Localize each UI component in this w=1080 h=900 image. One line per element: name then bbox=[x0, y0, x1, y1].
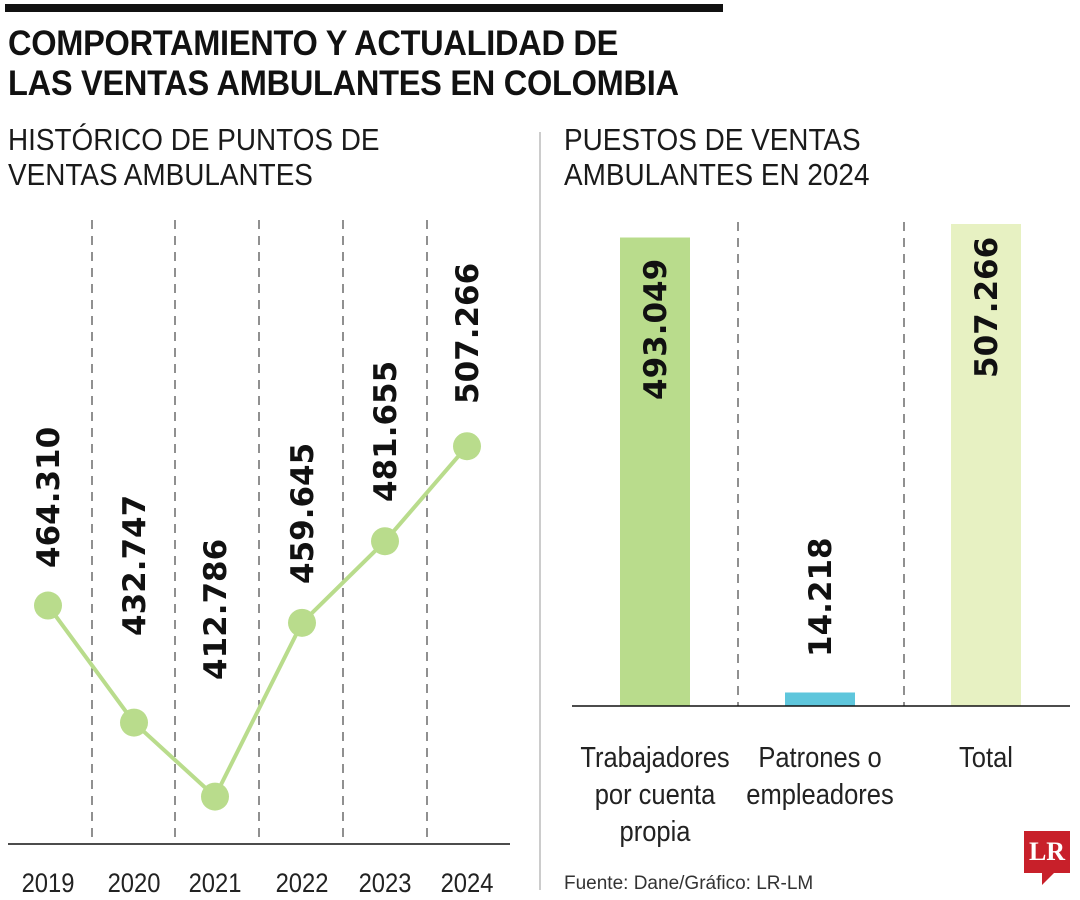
data-point bbox=[201, 782, 229, 811]
bar-chart-title: PUESTOS DE VENTAS AMBULANTES EN 2024 bbox=[564, 122, 869, 192]
bar bbox=[785, 692, 855, 706]
x-tick-label: 2020 bbox=[108, 869, 161, 899]
bar-chart-title-2: AMBULANTES EN 2024 bbox=[564, 157, 870, 192]
data-label: 481.655 bbox=[368, 361, 404, 502]
top-rule bbox=[5, 4, 723, 12]
x-tick-label: 2021 bbox=[189, 869, 242, 899]
bar-data-label: 14.218 bbox=[803, 537, 839, 657]
x-tick-label: 2022 bbox=[276, 869, 329, 899]
bar-data-label: 507.266 bbox=[969, 237, 1005, 378]
data-label: 459.645 bbox=[285, 443, 321, 584]
bar-chart-title-1: PUESTOS DE VENTAS bbox=[564, 122, 861, 157]
data-point bbox=[120, 708, 148, 737]
x-tick-label: 2023 bbox=[359, 869, 412, 899]
bar bbox=[620, 237, 690, 706]
data-point bbox=[371, 527, 399, 556]
category-label: Trabajadores bbox=[580, 740, 729, 773]
series-line bbox=[46, 444, 469, 800]
category-label: propia bbox=[620, 814, 692, 847]
line-chart-title: HISTÓRICO DE PUNTOS DE VENTAS AMBULANTES bbox=[8, 122, 380, 192]
source-note: Fuente: Dane/Gráfico: LR-LM bbox=[564, 873, 814, 894]
data-point bbox=[34, 591, 62, 620]
data-label: 507.266 bbox=[450, 263, 486, 404]
bar bbox=[951, 224, 1021, 706]
data-label: 464.310 bbox=[31, 427, 67, 568]
bar-data-label: 493.049 bbox=[638, 259, 674, 400]
category-label: Patrones o bbox=[758, 740, 881, 773]
data-label: 412.786 bbox=[198, 539, 234, 680]
x-tick-label: 2024 bbox=[441, 869, 494, 899]
title-line-1: COMPORTAMIENTO Y ACTUALIDAD DE bbox=[8, 24, 619, 63]
line-chart-title-1: HISTÓRICO DE PUNTOS DE bbox=[8, 122, 380, 157]
category-label: por cuenta bbox=[595, 777, 716, 810]
line-chart-title-2: VENTAS AMBULANTES bbox=[8, 157, 313, 192]
data-point bbox=[453, 432, 481, 461]
x-tick-label: 2019 bbox=[22, 869, 75, 899]
data-point bbox=[288, 608, 316, 637]
lr-logo: LR bbox=[1024, 831, 1070, 885]
page-title: COMPORTAMIENTO Y ACTUALIDAD DE LAS VENTA… bbox=[8, 24, 679, 104]
data-label: 432.747 bbox=[117, 495, 153, 636]
category-label: empleadores bbox=[746, 777, 893, 810]
title-line-2: LAS VENTAS AMBULANTES EN COLOMBIA bbox=[8, 64, 679, 103]
category-label: Total bbox=[959, 740, 1013, 773]
